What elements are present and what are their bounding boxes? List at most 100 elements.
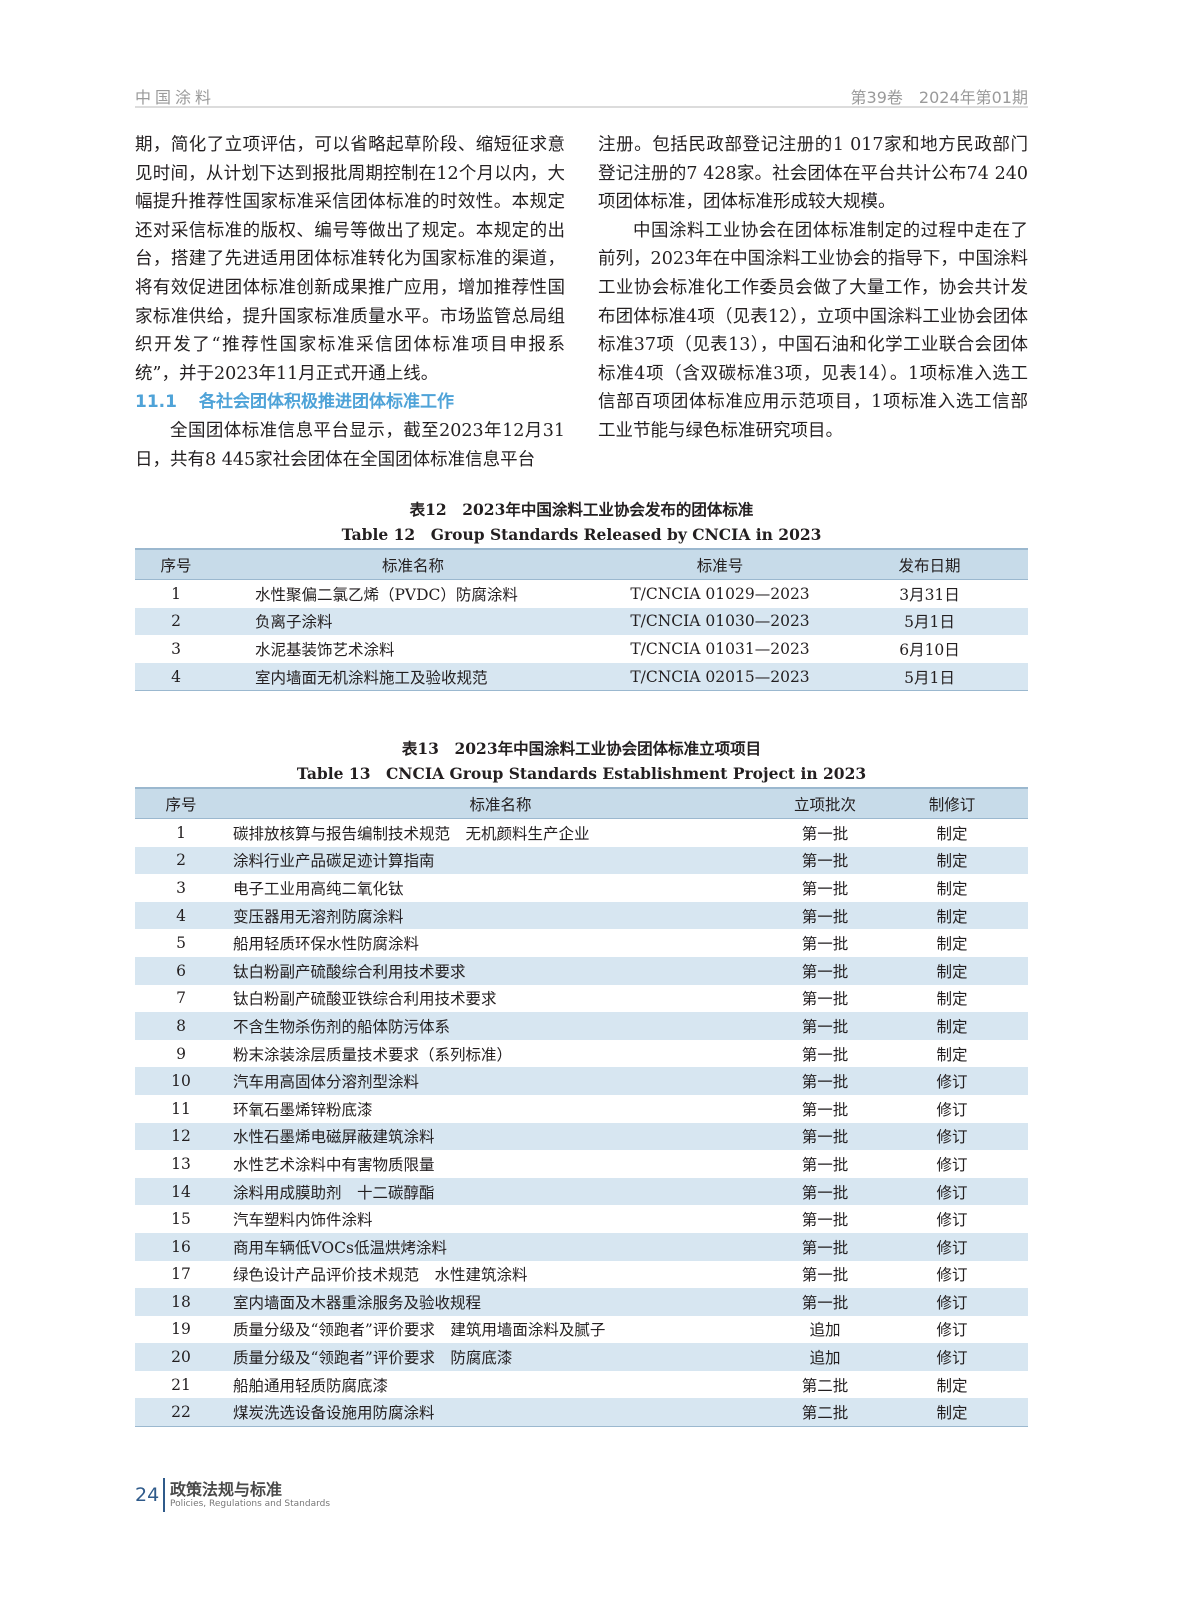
- right-column: 注册。包括民政部登记注册的1 017家和地方民政部门登记注册的7 428家。社会…: [598, 131, 1028, 446]
- table12-title-en: Table 12 Group Standards Released by CNC…: [341, 525, 822, 544]
- paragraph: 期，简化了立项评估，可以省略起草阶段、缩短征求意见时间，从计划下达到报批周期控制…: [135, 135, 565, 384]
- footer-section-en: Policies, Regulations and Standards: [170, 1499, 331, 1509]
- cell-3: 第一批: [801, 879, 849, 898]
- cell-4: 制定: [936, 824, 968, 843]
- cell-4: 制定: [876, 1398, 1028, 1428]
- standard-name: 粉末涂装涂层质量技术要求（系列标准）: [233, 1045, 513, 1064]
- cell-4: 制定: [936, 990, 968, 1009]
- running-header: 中国涂料 第39卷 2024年第01期: [135, 84, 1028, 108]
- standard-name: 涂料行业产品碳足迹计算指南: [227, 846, 774, 875]
- standard-name: 电子工业用高纯二氧化钛: [233, 879, 404, 898]
- paragraph: 中国涂料工业协会在团体标准制定的过程中走在了前列，2023年在中国涂料工业协会的…: [598, 220, 1028, 441]
- row-number: 1: [176, 823, 186, 842]
- table-row: 12 水性石墨烯电磁屏蔽建筑涂料 第一批 修订: [135, 1122, 1028, 1151]
- cell-3: 追加: [809, 1321, 841, 1340]
- column-header: 制修订: [876, 787, 1028, 819]
- column-header: 标准名称: [217, 548, 609, 580]
- standard-name: 室内墙面及木器重涂服务及验收规程: [227, 1288, 774, 1316]
- standard-name: 不含生物杀伤剂的船体防污体系: [227, 1012, 774, 1040]
- standard-name: 汽车用高固体分溶剂型涂料: [227, 1067, 774, 1095]
- standard-name: 水性石墨烯电磁屏蔽建筑涂料: [227, 1122, 774, 1151]
- row-number: 20: [135, 1343, 227, 1371]
- section-title: 各社会团体积极推进团体标准工作: [198, 392, 454, 413]
- cell-4: 6月10日: [899, 640, 960, 659]
- row-number: 9: [176, 1044, 186, 1063]
- standard-name: 室内墙面无机涂料施工及验收规范: [217, 662, 609, 692]
- cell-4: 制定: [876, 901, 1028, 930]
- row-number: 4: [135, 662, 217, 692]
- table13-title-en: Table 13 CNCIA Group Standards Establish…: [296, 764, 867, 783]
- cell-3: 第一批: [774, 901, 876, 930]
- cell-3: 第二批: [774, 1398, 876, 1428]
- standard-name: 涂料用成膜助剂 十二碳醇酯: [227, 1177, 774, 1206]
- standard-name: 钛白粉副产硫酸亚铁综合利用技术要求: [233, 990, 497, 1009]
- table-row: 4 变压器用无溶剂防腐涂料 第一批 制定: [135, 901, 1028, 930]
- table-row: 20 质量分级及“领跑者”评价要求 防腐底漆 追加 修订: [135, 1343, 1028, 1371]
- cell-3: 第一批: [774, 1067, 876, 1095]
- cell-3: 第一批: [774, 846, 876, 875]
- row-number: 7: [176, 989, 186, 1008]
- standard-name: 煤炭洗选设备设施用防腐涂料: [227, 1398, 774, 1428]
- table-row: 4 室内墙面无机涂料施工及验收规范 T/CNCIA 02015—2023 5月1日: [135, 662, 1028, 692]
- row-number: 3: [176, 878, 186, 897]
- table-row: 15 汽车塑料内饰件涂料 第一批 修订: [135, 1205, 1028, 1233]
- standard-name: 钛白粉副产硫酸综合利用技术要求: [227, 956, 774, 985]
- row-number: 16: [135, 1232, 227, 1261]
- standard-name: 绿色设计产品评价技术规范 水性建筑涂料: [233, 1266, 528, 1285]
- cell-4: 修订: [876, 1232, 1028, 1261]
- column-header: 立项批次: [774, 787, 876, 819]
- section-heading: 11.1 各社会团体积极推进团体标准工作: [135, 388, 565, 417]
- standard-name: 水性聚偏二氯乙烯（PVDC）防腐涂料: [255, 585, 518, 604]
- cell-4: 3月31日: [899, 585, 960, 604]
- cell-4: 修订: [936, 1155, 968, 1174]
- cell-3: 第一批: [801, 935, 849, 954]
- row-number: 2: [135, 607, 217, 636]
- cell-4: 制定: [876, 956, 1028, 985]
- row-number: 21: [171, 1375, 191, 1394]
- cell-3: T/CNCIA 01029—2023: [630, 584, 810, 603]
- cell-3: 第一批: [801, 1045, 849, 1064]
- column-header: 序号: [135, 787, 227, 819]
- cell-3: 第一批: [801, 824, 849, 843]
- cell-3: 第一批: [774, 1288, 876, 1316]
- standard-name: 商用车辆低VOCs低温烘烤涂料: [227, 1232, 774, 1261]
- cell-4: 修订: [936, 1100, 968, 1119]
- table-row: 18 室内墙面及木器重涂服务及验收规程 第一批 修订: [135, 1288, 1028, 1316]
- table-row: 19 质量分级及“领跑者”评价要求 建筑用墙面涂料及腻子 追加 修订: [135, 1316, 1028, 1344]
- row-number: 3: [171, 639, 181, 658]
- table-row: 16 商用车辆低VOCs低温烘烤涂料 第一批 修订: [135, 1232, 1028, 1261]
- paragraph: 注册。包括民政部登记注册的1 017家和地方民政部门登记注册的7 428家。社会…: [598, 135, 1028, 213]
- table13: 序号 标准名称 立项批次 制修订 1 碳排放核算与报告编制技术规范 无机颜料生产企…: [135, 787, 1028, 1428]
- cell-3: 第一批: [774, 956, 876, 985]
- cell-3: T/CNCIA 01030—2023: [609, 607, 831, 636]
- row-number: 2: [135, 846, 227, 875]
- cell-4: 制定: [876, 846, 1028, 875]
- cell-3: 第一批: [774, 1122, 876, 1151]
- section-number: 11.1: [135, 392, 177, 413]
- table-row: 1 水性聚偏二氯乙烯（PVDC）防腐涂料 T/CNCIA 01029—2023 3月3…: [135, 580, 1028, 608]
- row-number: 10: [135, 1067, 227, 1095]
- table-row: 2 涂料行业产品碳足迹计算指南 第一批 制定: [135, 846, 1028, 875]
- standard-name: 碳排放核算与报告编制技术规范 无机颜料生产企业: [233, 824, 590, 843]
- cell-3: T/CNCIA 02015—2023: [609, 662, 831, 692]
- cell-3: 第二批: [801, 1376, 849, 1395]
- row-number: 1: [171, 584, 181, 603]
- table-row: 6 钛白粉副产硫酸综合利用技术要求 第一批 制定: [135, 956, 1028, 985]
- row-number: 14: [135, 1177, 227, 1206]
- table-row: 1 碳排放核算与报告编制技术规范 无机颜料生产企业 第一批 制定: [135, 819, 1028, 847]
- table-row: 14 涂料用成膜助剂 十二碳醇酯 第一批 修订: [135, 1177, 1028, 1206]
- table-row: 13 水性艺术涂料中有害物质限量 第一批 修订: [135, 1150, 1028, 1178]
- footer-divider: [163, 1478, 165, 1512]
- table-row: 11 环氧石墨烯锌粉底漆 第一批 修订: [135, 1095, 1028, 1123]
- cell-3: 第一批: [801, 1100, 849, 1119]
- cell-4: 制定: [936, 879, 968, 898]
- cell-3: 第一批: [774, 1232, 876, 1261]
- row-number: 5: [176, 934, 186, 953]
- cell-3: 第一批: [801, 990, 849, 1009]
- table-row: 22 煤炭洗选设备设施用防腐涂料 第二批 制定: [135, 1398, 1028, 1428]
- cell-3: 第一批: [774, 1012, 876, 1040]
- row-number: 11: [171, 1099, 191, 1118]
- issue-info: 第39卷 2024年第01期: [850, 88, 1028, 107]
- row-number: 6: [135, 956, 227, 985]
- column-header: 序号: [135, 548, 217, 580]
